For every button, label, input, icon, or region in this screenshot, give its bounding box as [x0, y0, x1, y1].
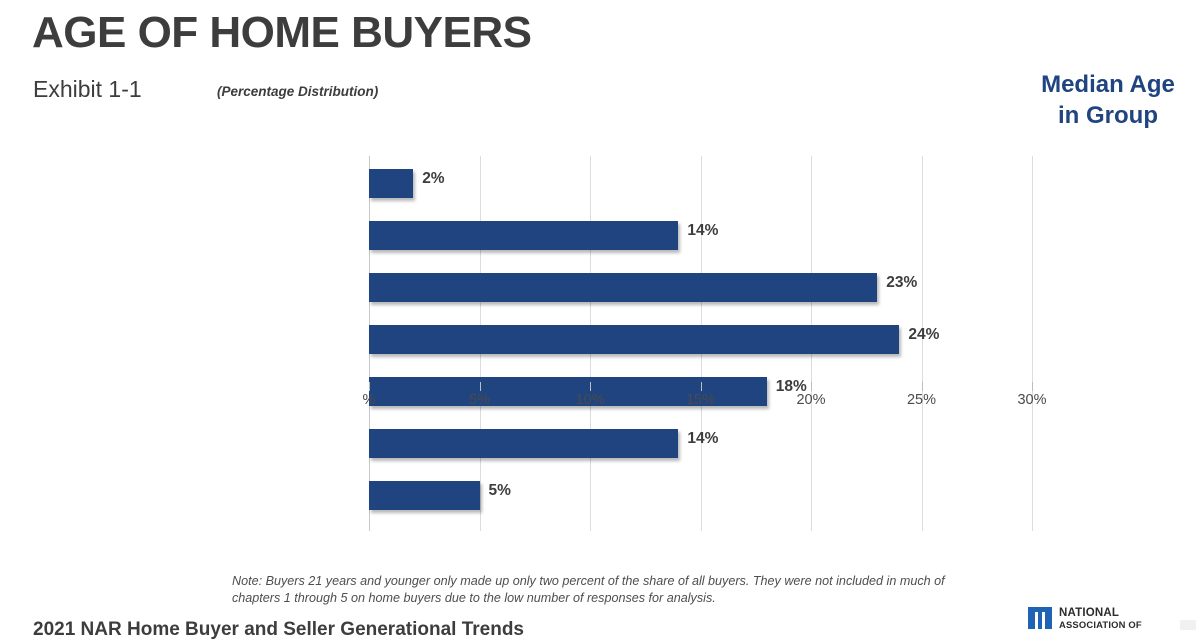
bar-value-label: 14% [687, 222, 719, 239]
median-age-column-header: Median Age in Group [1020, 70, 1196, 131]
chart-row: Older Boomers: 66 to 74 years14%69 [369, 418, 1032, 470]
chart-row: Younger Gen Y/Millennials: 22 to 30 year… [369, 210, 1032, 262]
x-axis-tick [811, 382, 812, 391]
bar-value-label: 5% [488, 482, 511, 499]
bar-value-label: 2% [422, 170, 445, 187]
bar [369, 429, 679, 458]
median-age-header-line-1: Median Age [1041, 71, 1175, 98]
x-axis-tick-label: 15% [685, 392, 716, 408]
x-axis-tick-label: 5% [469, 392, 490, 408]
x-axis-tick-label: 25% [906, 392, 937, 408]
bar-value-label: 14% [687, 430, 719, 447]
exhibit-subtitle: (Percentage Distribution) [217, 84, 379, 99]
chart-row: Gen Xers: 41 to 55 years24%48 [369, 314, 1032, 366]
nar-logo-line-2: ASSOCIATION OF [1059, 619, 1142, 631]
chart-row: Older Gen Y/Millennials: 31 to 40 years2… [369, 262, 1032, 314]
plot-area: Gen Zers: 21 years and younger2%21Younge… [369, 156, 1033, 531]
bar-value-label: 23% [886, 274, 918, 291]
gridline-25% [921, 156, 923, 531]
nar-logo-line-1: NATIONAL [1059, 607, 1120, 619]
gridline-30% [1032, 156, 1033, 531]
x-axis-tick-label: 10% [575, 392, 605, 408]
page-title: AGE OF HOME BUYERS [32, 8, 532, 57]
source-caption: 2021 NAR Home Buyer and Seller Generatio… [33, 619, 525, 640]
x-axis-tick-label: 30% [1017, 392, 1047, 408]
bar [369, 273, 878, 302]
bar [369, 169, 414, 198]
nar-logo-mark-icon [1028, 607, 1052, 629]
x-axis-tick [479, 382, 481, 391]
x-axis-tick [1032, 382, 1033, 391]
chart-row: Silent Generation: 75 to 95 years5%78 [369, 470, 1032, 522]
nar-logo: NATIONAL ASSOCIATION OF [1028, 607, 1142, 631]
chart-footnote: Note: Buyers 21 years and younger only m… [232, 574, 945, 606]
bar [369, 481, 480, 510]
x-axis-tick [700, 382, 702, 391]
x-axis-tick [369, 382, 370, 391]
median-age-header-line-2: in Group [1058, 101, 1158, 129]
x-axis-tick [921, 382, 923, 391]
x-axis-tick-label: 20% [796, 392, 826, 408]
chart-row: Gen Zers: 21 years and younger2%21 [369, 158, 1032, 210]
bar [369, 325, 900, 354]
chart-row: Younger Boomers: 56 to 65 years18%61 [369, 366, 1032, 418]
nar-logo-text: NATIONAL ASSOCIATION OF [1059, 607, 1142, 631]
bar-value-label: 18% [775, 378, 807, 395]
x-axis-tick [590, 382, 591, 391]
bar [369, 377, 767, 406]
exhibit-label: Exhibit 1-1 [33, 76, 142, 102]
bar [369, 221, 679, 250]
bar-value-label: 24% [908, 326, 940, 343]
edge-swatch [1180, 620, 1196, 630]
x-axis-tick-label: % [362, 392, 376, 408]
